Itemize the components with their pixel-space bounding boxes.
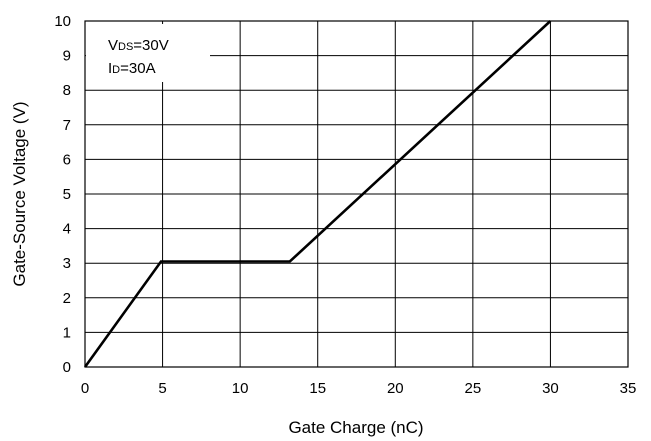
series — [83, 20, 552, 368]
annotation-box — [86, 24, 210, 82]
annotation-vds-prefix: V — [108, 37, 118, 54]
gate-charge-curve — [83, 20, 552, 368]
x-tick-label: 35 — [620, 380, 637, 397]
y-tick-label: 1 — [63, 324, 71, 341]
y-axis-label: Gate-Source Voltage (V) — [10, 101, 29, 286]
y-tick-label: 2 — [63, 290, 71, 307]
y-tick-label: 9 — [63, 48, 71, 65]
x-tick-label: 20 — [387, 380, 404, 397]
x-tick-label: 25 — [465, 380, 482, 397]
grid — [85, 21, 628, 367]
x-tick-label: 15 — [309, 380, 326, 397]
x-tick-label: 0 — [81, 380, 89, 397]
y-tick-label: 0 — [63, 359, 71, 376]
x-tick-label: 10 — [232, 380, 249, 397]
annotation-id: ID=30A — [108, 60, 156, 77]
annotation-id-sub: D — [112, 64, 120, 76]
y-tick-label: 6 — [63, 151, 71, 168]
y-tick-label: 10 — [54, 13, 71, 30]
annotation-vds-value: =30V — [133, 37, 168, 54]
annotation-id-prefix: I — [108, 60, 112, 77]
annotation-vds-sub: DS — [118, 41, 133, 53]
x-tick-label: 5 — [158, 380, 166, 397]
y-tick-label: 4 — [63, 221, 71, 238]
y-tick-label: 3 — [63, 255, 71, 272]
x-tick-label: 30 — [542, 380, 559, 397]
y-tick-label: 7 — [63, 117, 71, 134]
annotation-vds: VDS=30V — [108, 37, 169, 54]
annotation-id-value: =30A — [120, 60, 155, 77]
x-tick-labels: 0 5 10 15 20 25 30 35 — [81, 380, 637, 397]
y-tick-label: 5 — [63, 186, 71, 203]
plot-border — [84, 20, 629, 368]
y-tick-label: 8 — [63, 82, 71, 99]
y-tick-labels: 0 1 2 3 4 5 6 7 8 9 10 — [54, 13, 71, 376]
plot-frame — [84, 20, 629, 368]
x-axis-label: Gate Charge (nC) — [288, 418, 423, 437]
